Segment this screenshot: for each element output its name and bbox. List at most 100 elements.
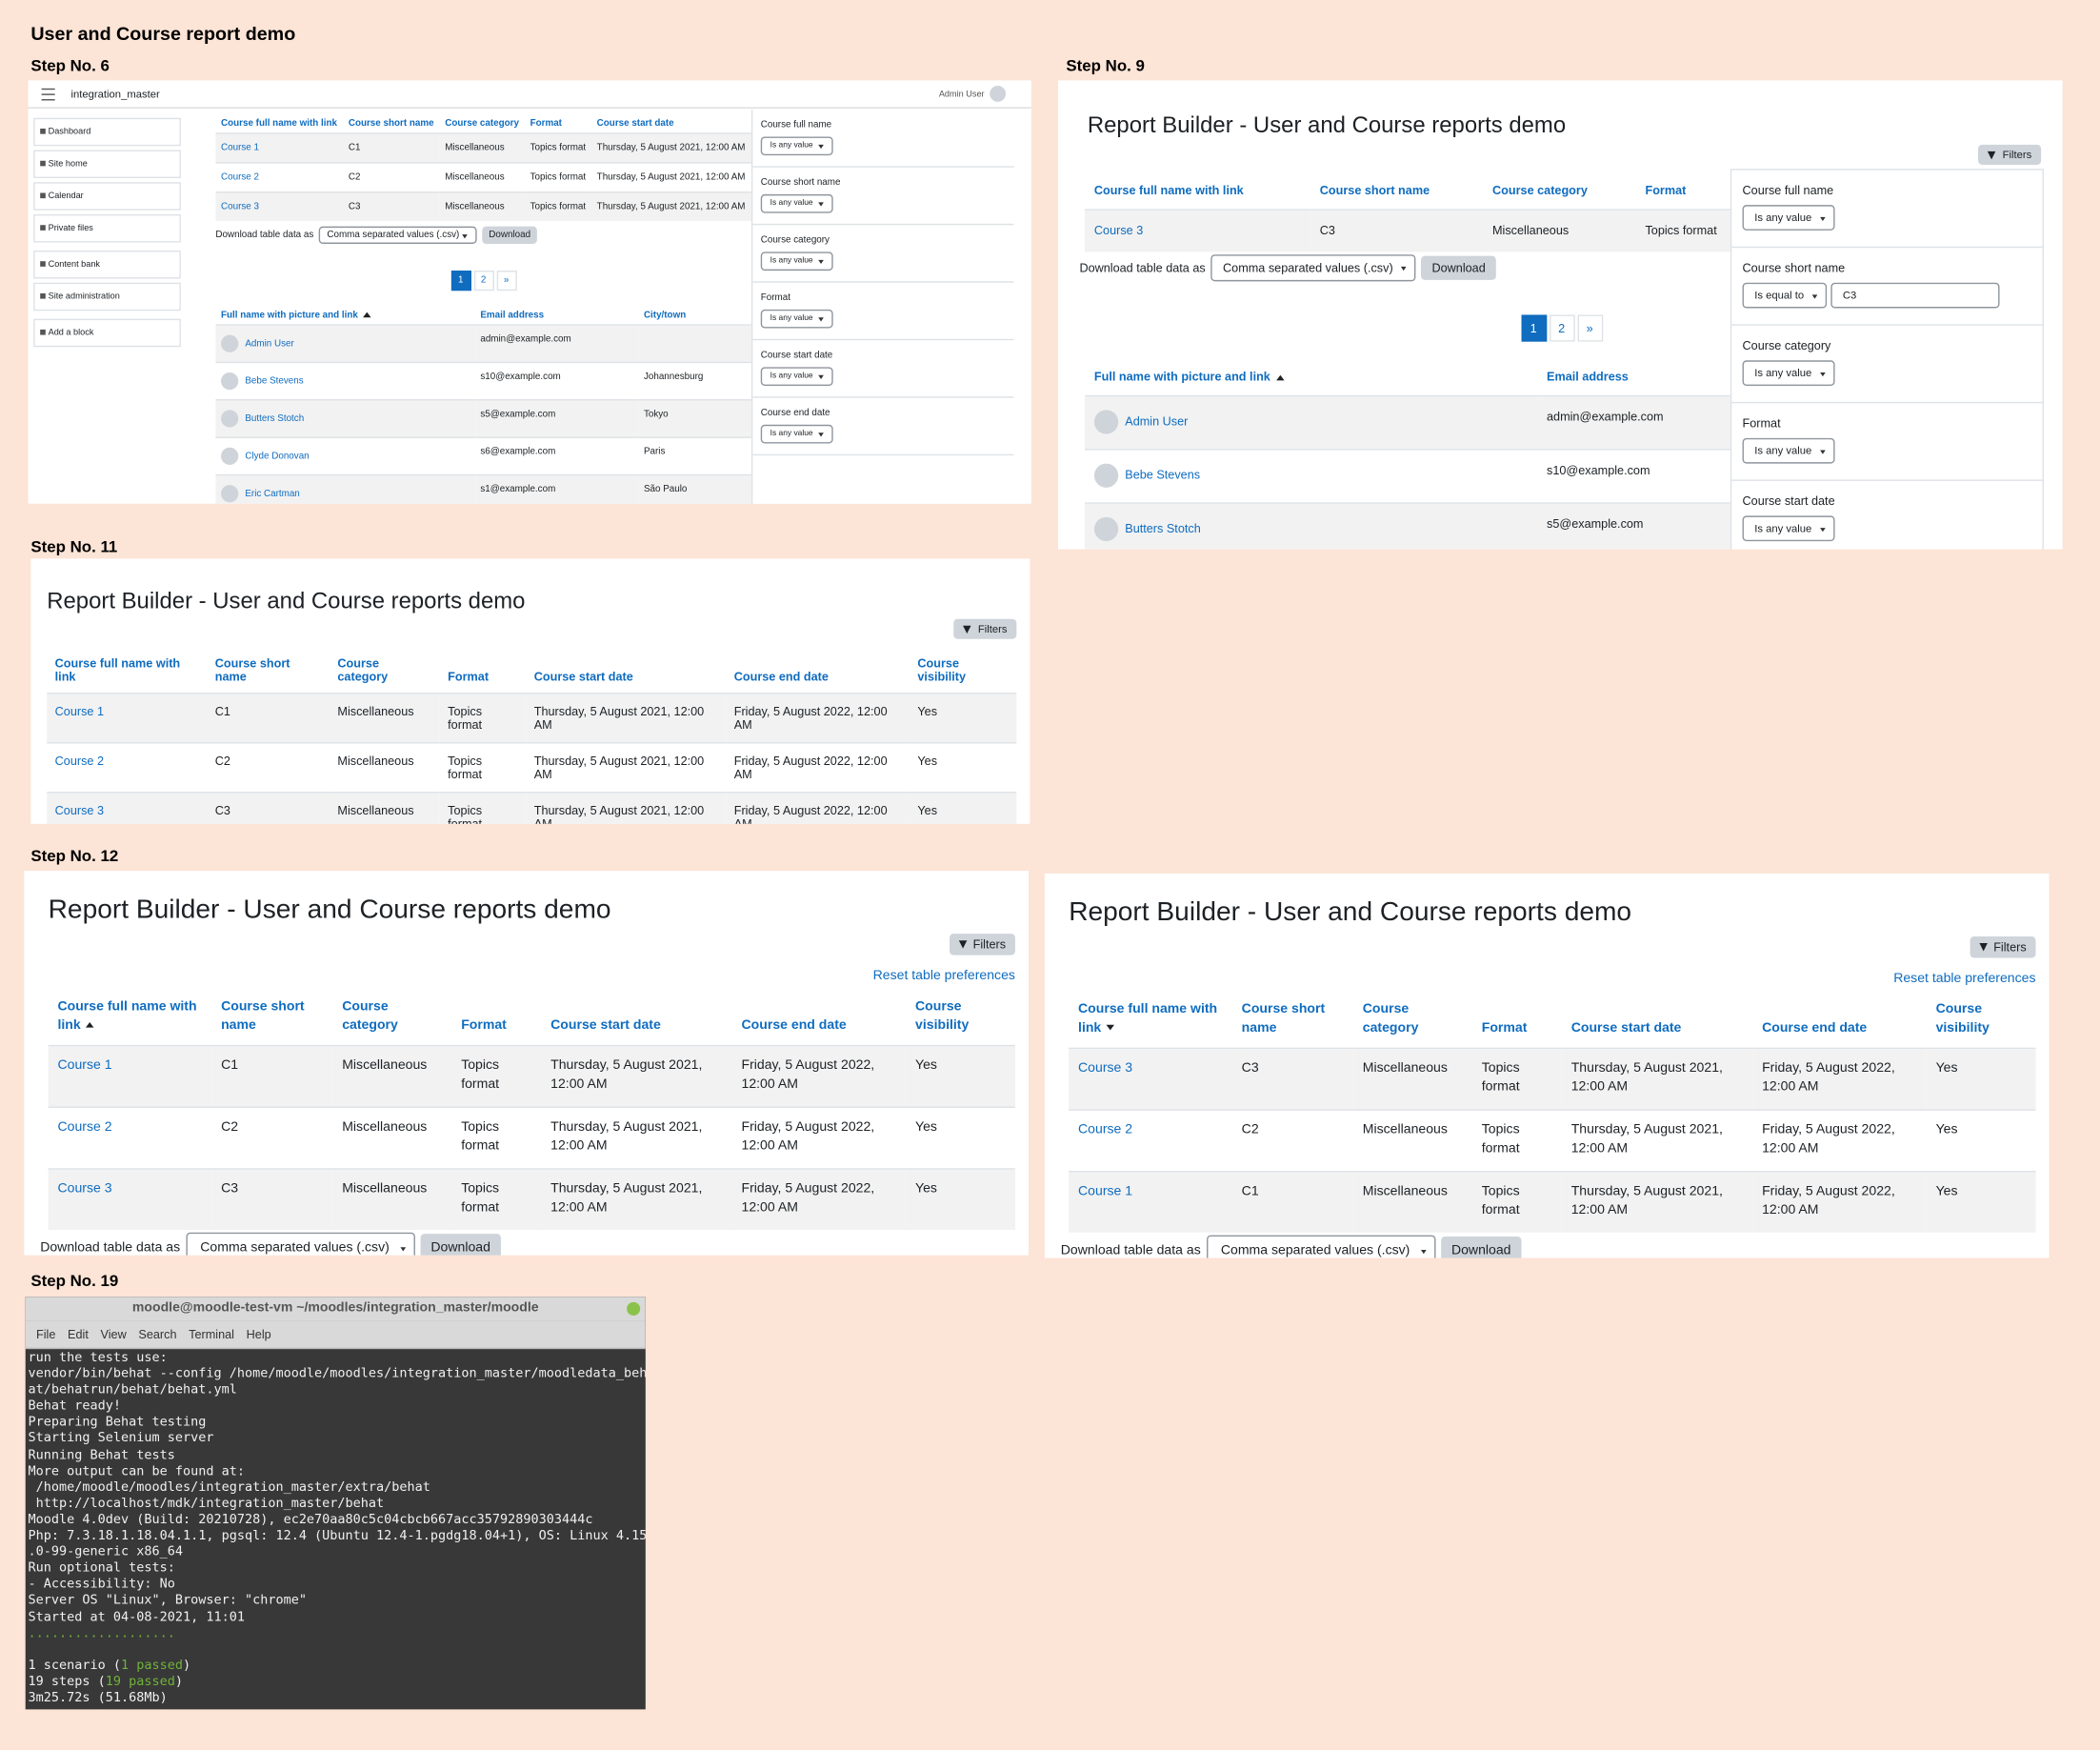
header-text[interactable]: Course full name with link	[57, 999, 197, 1034]
download-button[interactable]: Download	[482, 226, 538, 244]
column-header[interactable]: City/town	[638, 307, 751, 326]
header-text[interactable]: Course visibility	[915, 999, 970, 1034]
nav-item[interactable]: Add a block	[33, 318, 181, 348]
header-text[interactable]: Course category	[1492, 183, 1588, 197]
filters-button[interactable]: Filters	[1978, 144, 2042, 165]
format-select[interactable]: Comma separated values (.csv)	[185, 1232, 415, 1256]
column-header[interactable]: Course short name	[1310, 171, 1484, 211]
column-header[interactable]: Course category	[329, 647, 440, 694]
column-header[interactable]: Course visibility	[1926, 991, 2036, 1050]
column-header[interactable]: Course category	[1352, 991, 1472, 1050]
header-text[interactable]: Course category	[445, 119, 519, 129]
format-select[interactable]: Comma separated values (.csv)	[318, 226, 477, 244]
page-link[interactable]: 1	[450, 271, 471, 292]
download-button[interactable]: Download	[1421, 255, 1497, 280]
page-link[interactable]: 1	[1520, 314, 1547, 342]
column-header[interactable]: Course full name with link	[47, 647, 208, 694]
link[interactable]: Eric Cartman	[245, 489, 300, 499]
menu-item[interactable]: File	[35, 1327, 56, 1341]
column-header[interactable]: Course short name	[207, 647, 330, 694]
page-link[interactable]: »	[496, 271, 517, 292]
menu-item[interactable]: Edit	[68, 1327, 89, 1341]
column-header[interactable]: Course start date	[1561, 991, 1753, 1050]
column-header[interactable]: Course end date	[1752, 991, 1927, 1050]
filter-operator[interactable]: Is any value	[760, 251, 833, 272]
column-header[interactable]: Course short name	[343, 114, 440, 134]
column-header[interactable]: Course visibility	[906, 988, 1015, 1047]
header-text[interactable]: Format	[530, 119, 562, 129]
header-text[interactable]: Course category	[1362, 1001, 1419, 1036]
column-header[interactable]: Course category	[439, 114, 525, 134]
nav-item[interactable]: Site administration	[33, 282, 181, 312]
user-menu[interactable]: Admin User	[939, 86, 1012, 102]
filter-operator[interactable]: Is any value	[760, 309, 833, 329]
column-header[interactable]: Course short name	[211, 988, 333, 1047]
link[interactable]: Course 2	[1078, 1122, 1133, 1137]
menu-item[interactable]: View	[100, 1327, 127, 1341]
header-text[interactable]: Format	[461, 1017, 507, 1034]
header-text[interactable]: Course short name	[214, 656, 290, 684]
column-header[interactable]: Course full name with link	[48, 988, 212, 1047]
header-text[interactable]: Course visibility	[1935, 1001, 1990, 1036]
filter-operator[interactable]: Is any value	[760, 136, 833, 156]
filter-operator[interactable]: Is equal to	[1742, 282, 1828, 309]
link[interactable]: Admin User	[245, 339, 294, 350]
filter-operator[interactable]: Is any value	[760, 424, 833, 444]
filter-operator[interactable]: Is any value	[1742, 515, 1835, 542]
menu-icon[interactable]	[41, 88, 55, 100]
header-text[interactable]: Format	[448, 670, 490, 684]
nav-item[interactable]: Content bank	[33, 250, 181, 279]
filter-operator[interactable]: Is any value	[1742, 205, 1835, 231]
column-header[interactable]: Course end date	[731, 988, 907, 1047]
header-text[interactable]: Course end date	[741, 1017, 847, 1034]
header-text[interactable]: Course full name with link	[1078, 1001, 1218, 1036]
header-text[interactable]: Course start date	[533, 670, 633, 684]
nav-item[interactable]: Calendar	[33, 182, 181, 211]
user-name[interactable]: Admin User	[938, 89, 985, 99]
header-text[interactable]: Course short name	[348, 119, 434, 129]
menu-item[interactable]: Terminal	[189, 1327, 235, 1341]
column-header[interactable]: Format	[1471, 991, 1562, 1050]
header-text[interactable]: Format	[1645, 183, 1687, 197]
link[interactable]: Course 3	[221, 202, 259, 212]
column-header[interactable]: Course start date	[541, 988, 732, 1047]
menu-item[interactable]: Search	[138, 1327, 177, 1341]
header-text[interactable]: Course full name with link	[221, 119, 338, 129]
link[interactable]: Course 1	[54, 704, 105, 718]
link[interactable]: Course 1	[221, 143, 259, 153]
header-text[interactable]: Email address	[1546, 370, 1629, 384]
link[interactable]: Clyde Donovan	[245, 452, 310, 462]
filter-operator[interactable]: Is any value	[1742, 437, 1835, 464]
link[interactable]: Butters Stotch	[1125, 521, 1201, 535]
header-text[interactable]: Format	[1481, 1020, 1528, 1036]
header-text[interactable]: Course full name with link	[1093, 183, 1244, 197]
link[interactable]: Course 3	[57, 1181, 112, 1197]
link[interactable]: Course 2	[221, 172, 259, 183]
link[interactable]: Course 2	[57, 1119, 112, 1136]
filter-value[interactable]: C3	[1830, 282, 2000, 309]
filter-operator[interactable]: Is any value	[760, 193, 833, 213]
link[interactable]: Course 1	[57, 1057, 112, 1074]
filter-operator[interactable]: Is any value	[1742, 360, 1835, 386]
column-header[interactable]: Course full name with link	[215, 114, 344, 134]
header-text[interactable]: Course full name with link	[54, 656, 181, 684]
header-text[interactable]: Course end date	[733, 670, 829, 684]
link[interactable]: Admin User	[1125, 414, 1189, 429]
link[interactable]: Course 3	[1093, 223, 1144, 237]
format-select[interactable]: Comma separated values (.csv)	[1206, 1235, 1436, 1258]
header-text[interactable]: Course start date	[550, 1017, 661, 1034]
header-text[interactable]: Course short name	[1241, 1001, 1326, 1036]
site-name[interactable]: integration_master	[70, 88, 160, 100]
nav-item[interactable]: Site home	[33, 150, 181, 179]
link[interactable]: Bebe Stevens	[245, 376, 304, 387]
column-header[interactable]: Course start date	[526, 647, 727, 694]
header-text[interactable]: Course start date	[1570, 1020, 1682, 1036]
filters-button[interactable]: Filters	[949, 934, 1015, 955]
nav-item[interactable]: Private files	[33, 214, 181, 243]
page-link[interactable]: »	[1576, 314, 1603, 342]
column-header[interactable]: Format	[524, 114, 592, 134]
link[interactable]: Course 3	[1078, 1060, 1133, 1076]
menu-item[interactable]: Help	[246, 1327, 271, 1341]
header-text[interactable]: Course visibility	[917, 656, 967, 684]
header-text[interactable]: City/town	[643, 311, 687, 321]
